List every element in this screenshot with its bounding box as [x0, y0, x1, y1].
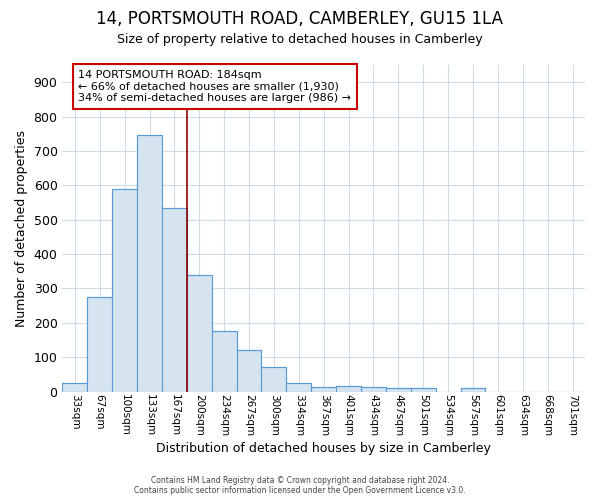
Bar: [262, 368, 286, 392]
Bar: [112, 188, 137, 392]
Bar: [286, 383, 311, 392]
Bar: [212, 332, 236, 392]
Bar: [62, 383, 88, 392]
X-axis label: Distribution of detached houses by size in Camberley: Distribution of detached houses by size …: [156, 442, 491, 455]
Bar: [88, 297, 112, 392]
Text: Size of property relative to detached houses in Camberley: Size of property relative to detached ho…: [117, 32, 483, 46]
Bar: [311, 388, 336, 392]
Bar: [361, 388, 386, 392]
Text: 14 PORTSMOUTH ROAD: 184sqm
← 66% of detached houses are smaller (1,930)
34% of s: 14 PORTSMOUTH ROAD: 184sqm ← 66% of deta…: [78, 70, 351, 103]
Bar: [187, 274, 212, 392]
Bar: [411, 388, 436, 392]
Bar: [336, 386, 361, 392]
Text: 14, PORTSMOUTH ROAD, CAMBERLEY, GU15 1LA: 14, PORTSMOUTH ROAD, CAMBERLEY, GU15 1LA: [97, 10, 503, 28]
Bar: [386, 388, 411, 392]
Bar: [137, 136, 162, 392]
Text: Contains HM Land Registry data © Crown copyright and database right 2024.
Contai: Contains HM Land Registry data © Crown c…: [134, 476, 466, 495]
Bar: [162, 208, 187, 392]
Bar: [461, 388, 485, 392]
Y-axis label: Number of detached properties: Number of detached properties: [15, 130, 28, 327]
Bar: [236, 350, 262, 392]
